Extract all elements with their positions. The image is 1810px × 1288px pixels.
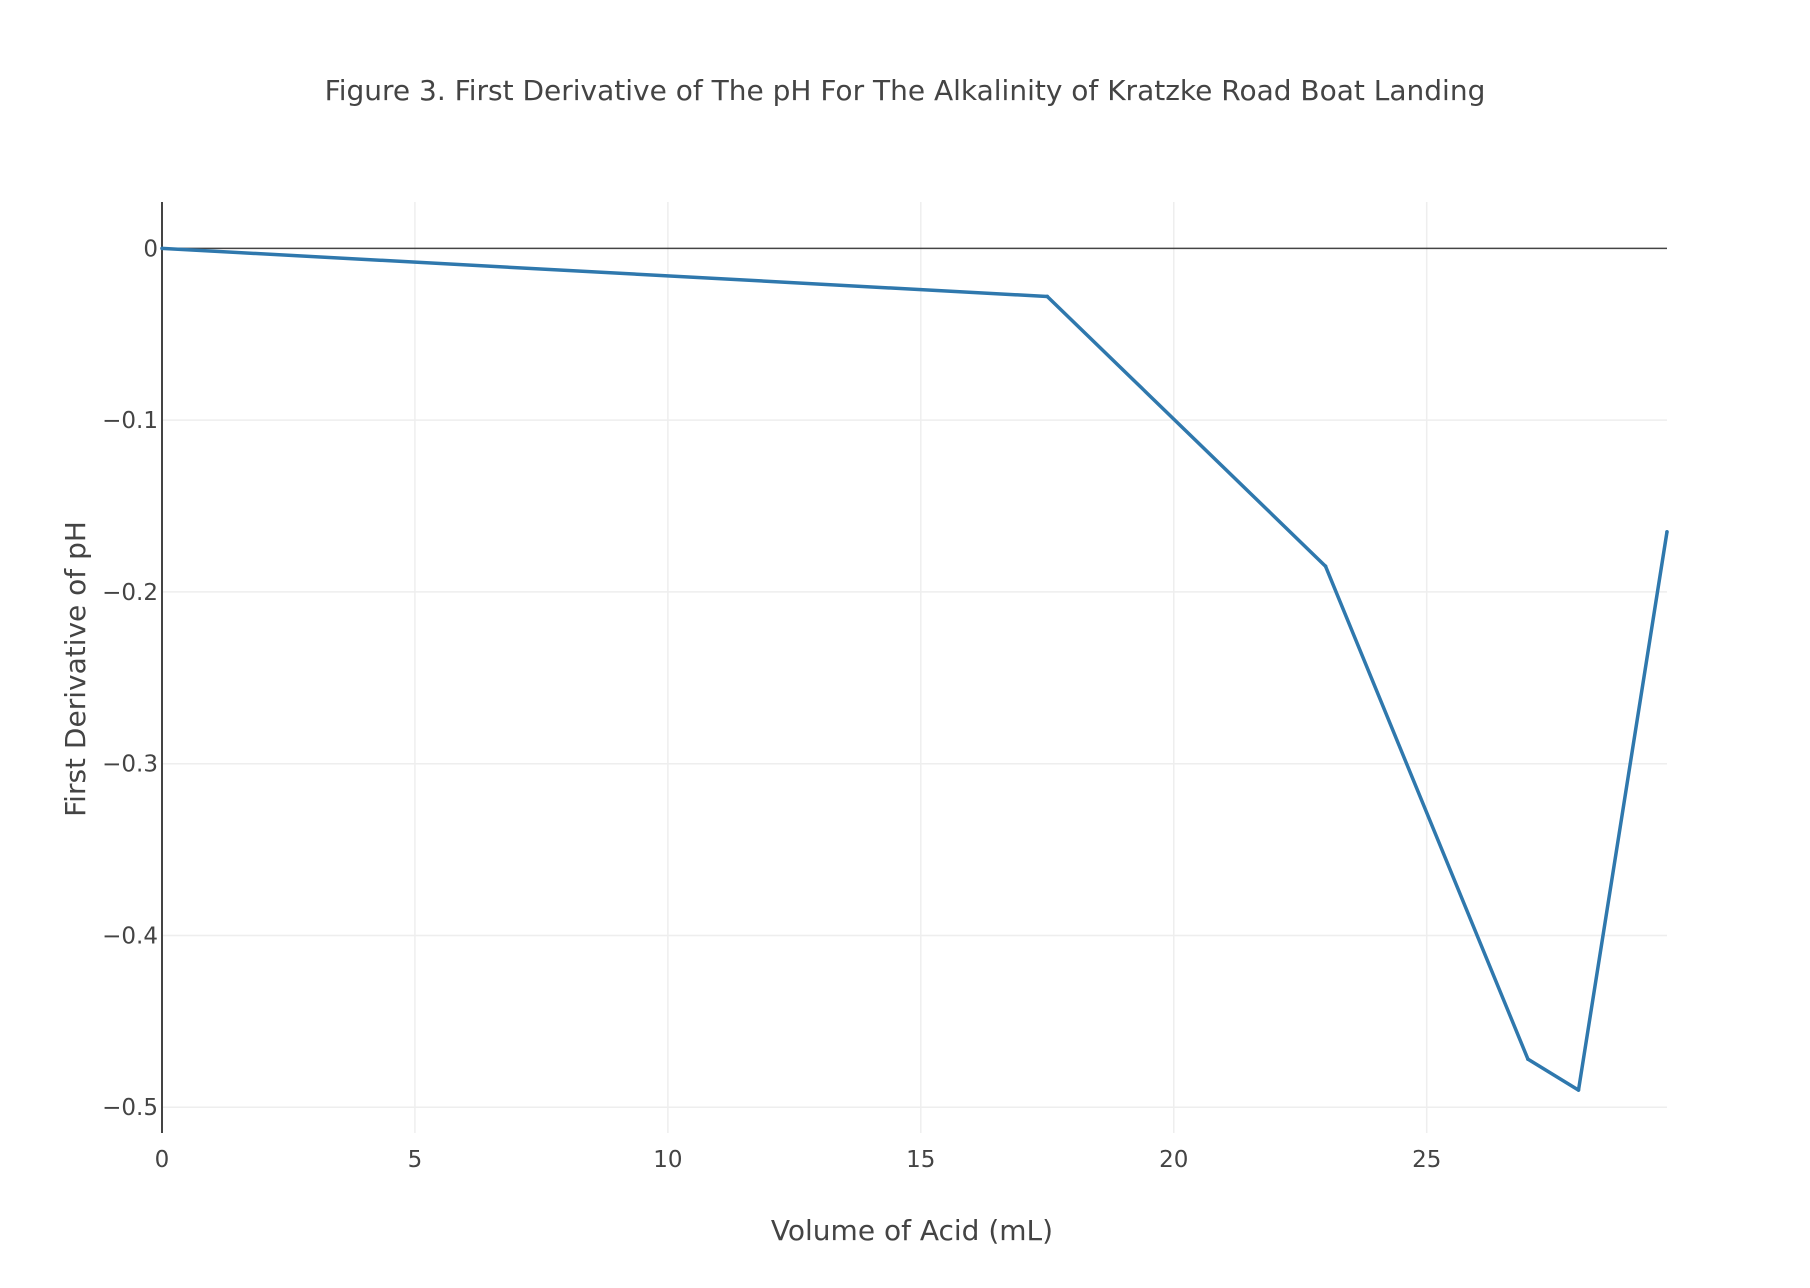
series-layer — [160, 246, 1669, 1092]
y-tick-label: −0.1 — [102, 408, 158, 434]
data-point — [1045, 294, 1050, 299]
grid-lines — [162, 202, 1667, 1133]
x-tick-label: 5 — [408, 1147, 423, 1173]
x-tick-label: 10 — [653, 1147, 682, 1173]
axes — [161, 202, 1667, 1133]
y-tick-label: −0.2 — [102, 580, 158, 606]
chart-title: Figure 3. First Derivative of The pH For… — [325, 74, 1486, 107]
series-line — [161, 246, 1669, 1092]
x-axis-title: Volume of Acid (mL) — [771, 1214, 1053, 1247]
data-point — [1526, 1057, 1530, 1061]
y-tick-label: −0.5 — [102, 1095, 158, 1121]
y-tick-label: −0.3 — [102, 752, 158, 778]
data-point — [1323, 564, 1328, 568]
x-tick-label: 20 — [1159, 1147, 1188, 1173]
y-tick-label: 0 — [143, 236, 158, 262]
x-tick-label: 25 — [1412, 1147, 1441, 1173]
x-tick-label: 0 — [155, 1147, 170, 1173]
x-tick-label: 15 — [906, 1147, 935, 1173]
data-point — [160, 246, 164, 251]
data-point — [1576, 1088, 1581, 1092]
tick-labels: 0 5 10 15 20 25 0 −0.1 −0.2 −0.3 −0.4 −0.5 — [102, 236, 1441, 1173]
data-point — [1665, 530, 1669, 534]
y-tick-label: −0.4 — [102, 923, 158, 949]
y-axis-title: First Derivative of pH — [59, 521, 92, 817]
